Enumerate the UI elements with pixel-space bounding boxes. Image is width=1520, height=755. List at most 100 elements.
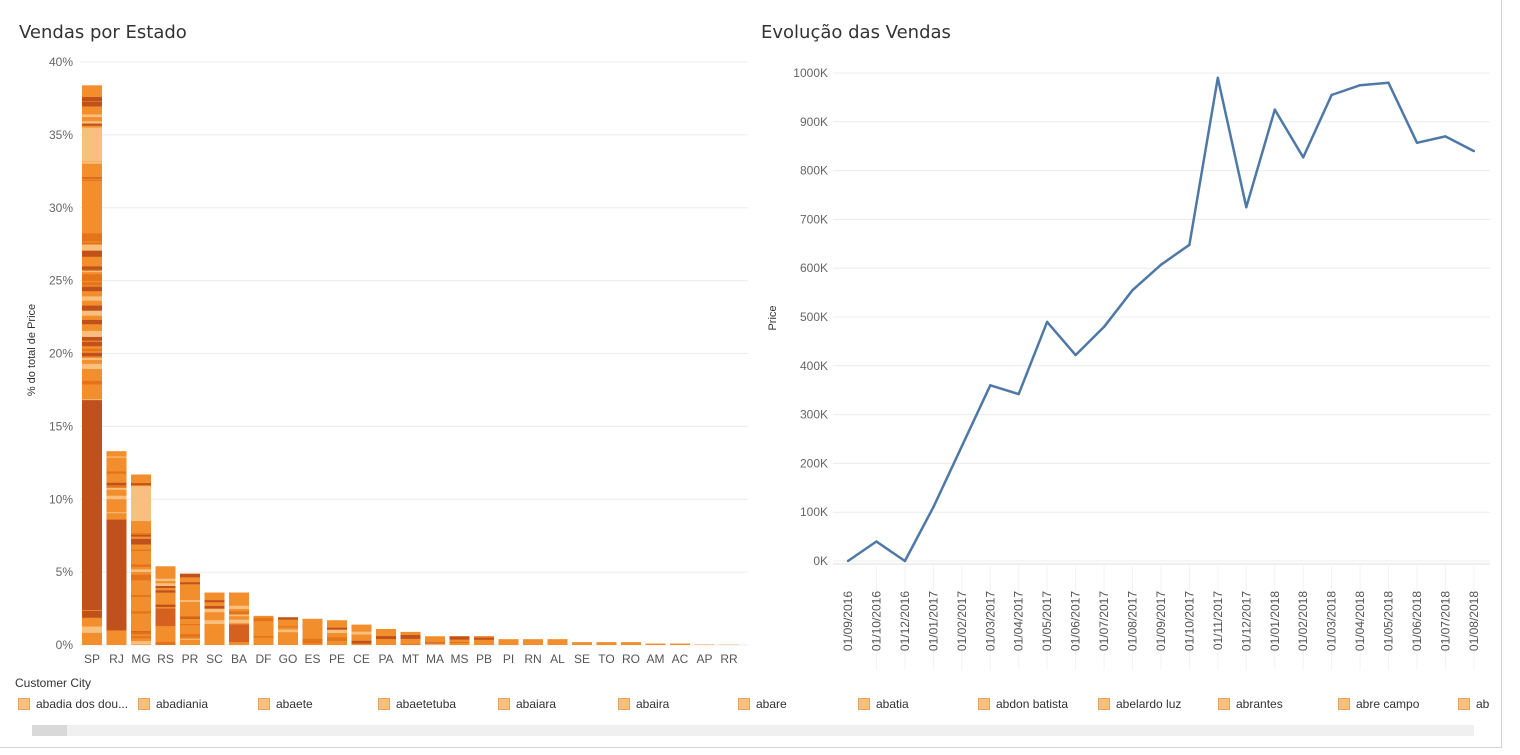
bar-segment xyxy=(106,486,127,490)
bar-segment xyxy=(596,642,617,645)
bar-segment xyxy=(82,330,102,337)
bar-segment xyxy=(204,600,225,603)
bar-segment xyxy=(229,605,249,610)
bar-xtick-label: MG xyxy=(131,652,150,666)
legend-item[interactable]: abadia dos dou... xyxy=(18,695,128,713)
legend-item[interactable]: abaetetuba xyxy=(378,695,456,713)
bar-segment xyxy=(82,234,102,242)
legend-item[interactable]: abrantes xyxy=(1218,695,1283,713)
bar-segment xyxy=(278,629,298,633)
bar-segment xyxy=(180,638,200,640)
bar-segment xyxy=(621,642,641,645)
bar-segment xyxy=(82,333,102,341)
bar-xtick-label: RO xyxy=(622,652,640,666)
bar-segment xyxy=(449,636,470,640)
bar-segment xyxy=(253,617,274,620)
bar-segment xyxy=(155,590,176,593)
bar-segment xyxy=(82,242,102,245)
bar-ytick-label: 15% xyxy=(49,419,73,433)
bar-xtick-label: SE xyxy=(574,652,590,666)
bar-segment xyxy=(131,574,151,579)
legend-swatch xyxy=(978,698,990,710)
bar-segment xyxy=(131,578,151,581)
bar-segment xyxy=(474,636,494,638)
legend-label: abelardo luz xyxy=(1116,697,1182,711)
bar-segment xyxy=(474,636,494,645)
bar-segment xyxy=(82,101,102,107)
color-legend[interactable]: abadia dos dou... abadiania abaete abaetetu… xyxy=(18,695,1490,713)
bar-ytick-label: 25% xyxy=(49,274,73,288)
bar-segment xyxy=(82,270,102,273)
legend-item[interactable]: abatia xyxy=(858,695,909,713)
bar-segment xyxy=(351,624,372,645)
line-chart[interactable]: 0K 100K 200K 300K 400K 500K 600K 700K 800K 900K 10… xyxy=(740,0,1500,670)
line-point xyxy=(1159,263,1163,266)
legend-label: ab xyxy=(1476,697,1490,711)
bar-segment xyxy=(82,348,102,352)
bar-es xyxy=(302,618,323,645)
bar-xtick-label: CE xyxy=(353,652,370,666)
legend-item[interactable]: ab xyxy=(1458,695,1489,713)
bar-ytick-label: 30% xyxy=(49,201,73,215)
bar-segment xyxy=(180,600,200,602)
bar-segment xyxy=(82,399,102,401)
legend-item[interactable]: abaiara xyxy=(498,695,556,713)
legend-label: abadiania xyxy=(156,697,209,711)
bar-segment xyxy=(131,595,151,597)
bar-xtick-label: MS xyxy=(451,652,469,666)
line-xtick-label: 01/04/2018 xyxy=(1353,591,1367,651)
legend-item[interactable]: abre campo xyxy=(1338,695,1419,713)
bar-segment xyxy=(155,583,176,587)
bar-segment xyxy=(449,641,470,644)
bar-segment xyxy=(302,638,323,641)
bar-segment xyxy=(327,629,347,634)
legend-swatch xyxy=(258,698,270,710)
bar-xtick-label: AP xyxy=(696,652,712,666)
bar-segment xyxy=(82,274,102,281)
line-xtick-label: 01/03/2018 xyxy=(1325,591,1339,651)
bar-segment xyxy=(82,296,102,301)
legend-item[interactable]: abare xyxy=(738,695,787,713)
bar-segment xyxy=(82,127,102,135)
bar-xtick-label: TO xyxy=(598,652,614,666)
bar-ma xyxy=(425,636,445,645)
bar-segment xyxy=(376,637,396,640)
line-xtick-label: 01/01/2017 xyxy=(926,591,940,651)
bar-segment xyxy=(131,533,151,535)
line-point xyxy=(1387,81,1390,84)
bar-segment xyxy=(204,606,225,609)
bar-segment xyxy=(106,485,127,488)
legend-scrollbar[interactable] xyxy=(32,725,1474,736)
line-point xyxy=(1245,206,1248,209)
bar-segment xyxy=(82,266,102,270)
bar-ytick-label: 20% xyxy=(49,347,73,361)
bar-xtick-label: AM xyxy=(647,652,665,666)
bar-chart[interactable]: 0% 5% 10% 15% 20% 25% 30% 35% 40% % do total de P… xyxy=(0,0,760,670)
bar-segment xyxy=(302,618,323,645)
legend-label: abdon batista xyxy=(996,697,1069,711)
legend-label: abaete xyxy=(276,697,313,711)
legend-item[interactable]: abaira xyxy=(618,695,669,713)
line-point xyxy=(960,445,963,448)
bar-segment xyxy=(351,631,372,635)
legend-item[interactable]: abdon batista xyxy=(978,695,1068,713)
line-point xyxy=(1045,320,1049,324)
line-xtick-label: 01/11/2017 xyxy=(1211,591,1225,650)
legend-item[interactable]: abadiania xyxy=(138,695,208,713)
bar-xtick-label: RS xyxy=(157,652,174,666)
bar-segment xyxy=(449,636,470,645)
bar-segment xyxy=(253,615,274,645)
line-chart-title: Evolução das Vendas xyxy=(761,22,951,43)
scrollbar-thumb[interactable] xyxy=(32,725,67,736)
legend-swatch xyxy=(18,698,30,710)
bar-segment xyxy=(82,626,102,633)
bar-segment xyxy=(180,624,200,626)
legend-item[interactable]: abaete xyxy=(258,695,313,713)
legend-item[interactable]: abelardo luz xyxy=(1098,695,1181,713)
line-point xyxy=(1273,108,1276,111)
line-ytick-label: 900K xyxy=(800,115,828,129)
bar-segment xyxy=(131,541,151,545)
bar-xtick-label: ES xyxy=(304,652,320,666)
bar-segment xyxy=(106,456,127,458)
line-xtick-label: 01/01/2018 xyxy=(1268,591,1282,651)
